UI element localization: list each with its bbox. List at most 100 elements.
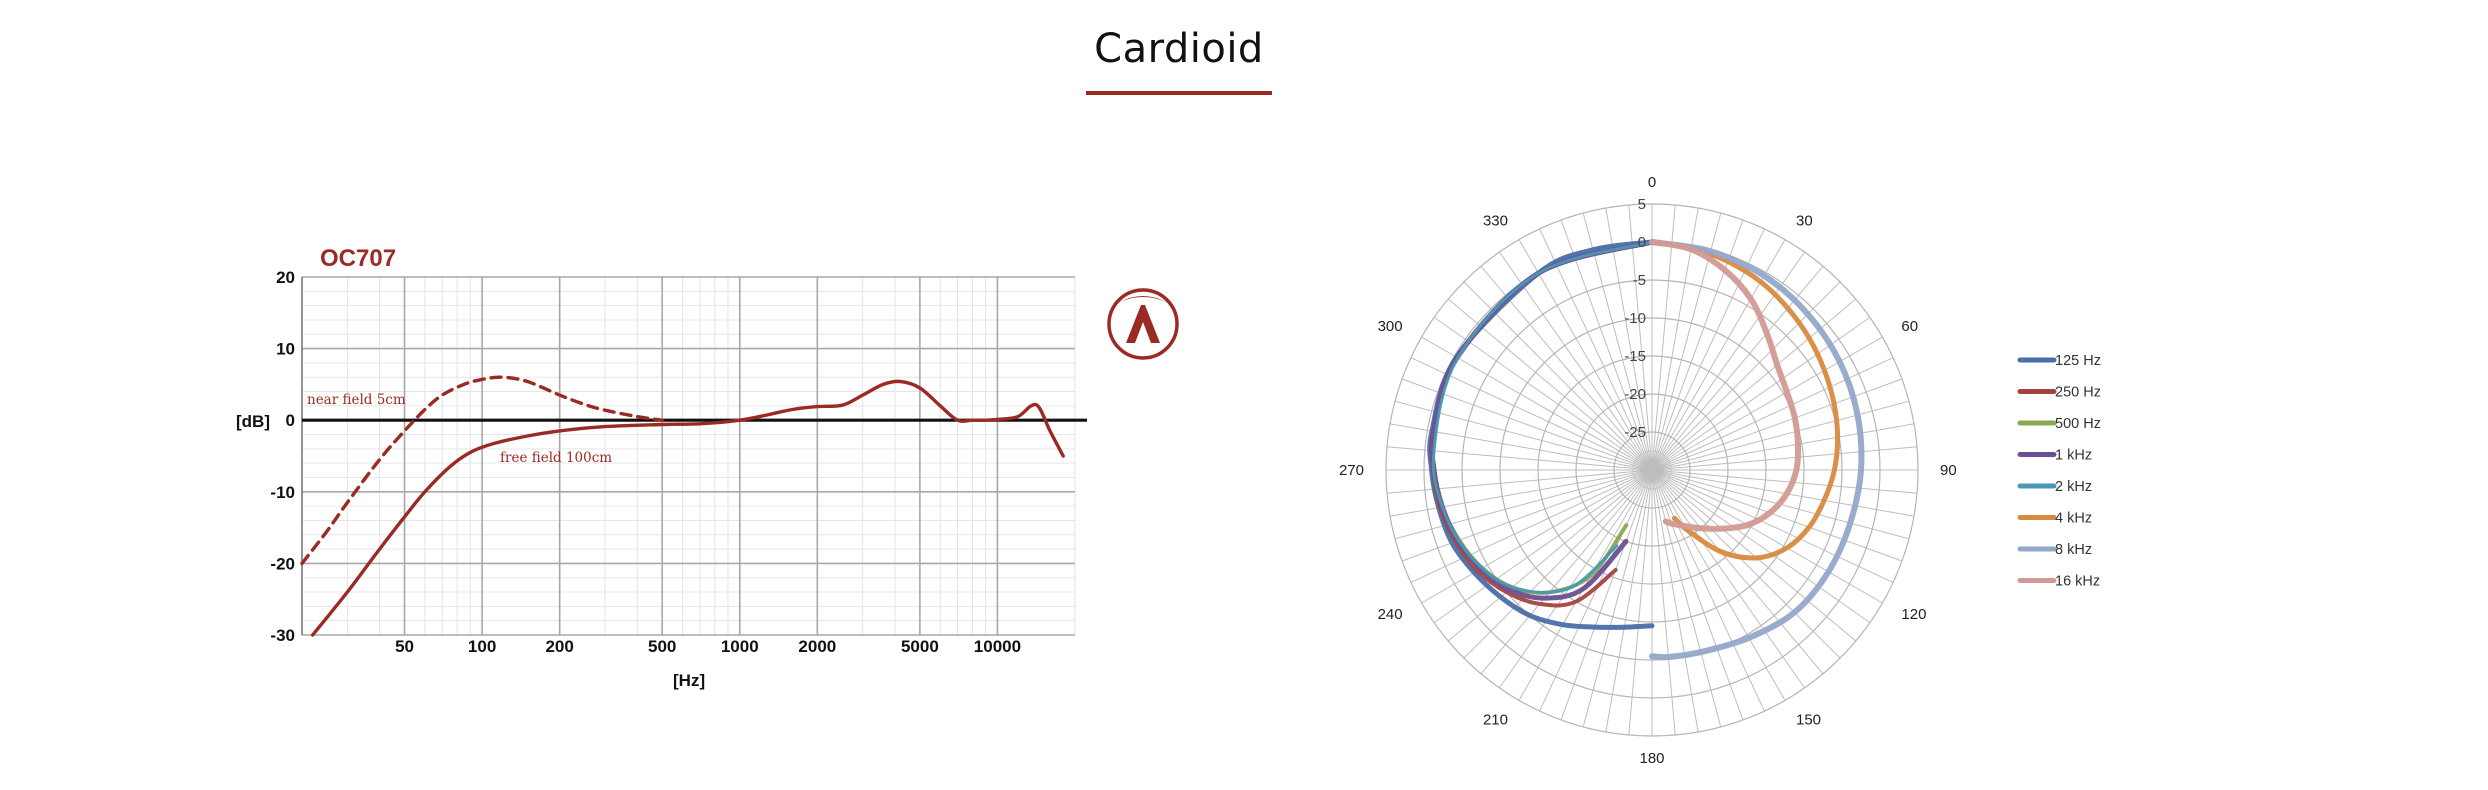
legend-entry: 250 Hz (2055, 385, 2101, 401)
polar-spoke (1651, 469, 1883, 604)
angle-tick-label: 150 (1796, 711, 1821, 728)
polar-pattern-chart: 50-5-10-15-20-25030609012015018021024027… (1339, 174, 2101, 767)
angle-tick-label: 60 (1901, 318, 1918, 335)
chart-title: OC707 (320, 245, 396, 272)
angle-tick-label: 180 (1639, 750, 1664, 767)
radial-tick-label: -5 (1633, 272, 1646, 289)
legend-entry: 1 kHz (2055, 448, 2092, 464)
polar-spoke (1463, 469, 1653, 659)
polar-spoke (1480, 469, 1653, 675)
polar-spoke (1651, 469, 1903, 562)
angle-tick-label: 300 (1378, 318, 1403, 335)
page-title: Cardioid (1094, 26, 1264, 72)
x-tick-label: 100 (468, 637, 496, 656)
radial-tick-label: -20 (1624, 386, 1646, 403)
polar-curve-125-hz (1427, 239, 1655, 630)
polar-spoke (1518, 239, 1653, 471)
polar-spoke (1394, 469, 1653, 540)
x-tick-label: 50 (395, 637, 414, 656)
polar-spoke (1498, 469, 1653, 689)
polar-spoke (1651, 423, 1915, 471)
polar-ring (1499, 317, 1805, 623)
legend-entry: 16 kHz (2055, 574, 2100, 590)
annotation-near-field: near field 5cm (307, 392, 406, 408)
polar-spoke (1539, 228, 1653, 471)
polar-curves (1427, 239, 1865, 661)
polar-spoke (1582, 469, 1653, 728)
polar-spoke (1651, 400, 1910, 471)
polar-spoke (1651, 469, 1841, 659)
brand-logo-icon (1107, 288, 1179, 360)
polar-spoke (1651, 469, 1786, 701)
polar-spoke (1539, 469, 1653, 712)
y-tick-label: 10 (276, 340, 295, 359)
radial-tick-label: -15 (1624, 348, 1646, 365)
legend-entry: 500 Hz (2055, 416, 2101, 432)
x-tick-label: 2000 (798, 637, 836, 656)
polar-spoke (1651, 469, 1699, 733)
polar-ring (1632, 450, 1672, 490)
y-tick-label: -10 (270, 483, 295, 502)
angle-tick-label: 240 (1378, 606, 1403, 623)
polar-spoke (1651, 469, 1871, 624)
polar-spoke (1386, 446, 1653, 471)
free-field-curve (311, 379, 1065, 637)
legend-entry: 125 Hz (2055, 353, 2101, 369)
polar-ring (1537, 355, 1767, 585)
polar-spoke (1651, 446, 1918, 471)
polar-spoke (1651, 469, 1857, 642)
title-underline (1086, 91, 1272, 95)
polar-spoke (1410, 357, 1653, 471)
x-tick-label: 500 (648, 637, 676, 656)
polar-spoke (1651, 469, 1806, 689)
polar-spoke (1651, 378, 1903, 471)
polar-spoke (1651, 357, 1894, 471)
polar-spoke (1421, 469, 1653, 604)
polar-tick-labels: 50-5-10-15-20-25030609012015018021024027… (1339, 174, 1957, 767)
angle-tick-label: 210 (1483, 711, 1508, 728)
radial-tick-label: -10 (1624, 310, 1646, 327)
legend-entry: 8 kHz (2055, 542, 2092, 558)
polar-spoke (1389, 469, 1653, 517)
polar-spoke (1651, 469, 1744, 721)
polar-spoke (1651, 316, 1871, 471)
polar-curve-4-khz (1649, 239, 1841, 561)
y-tick-label: 20 (276, 268, 295, 287)
polar-spoke (1447, 469, 1653, 642)
polar-spoke (1433, 469, 1653, 624)
polar-spoke (1605, 469, 1653, 733)
polar-spoke (1651, 469, 1765, 712)
polar-curve-16-khz (1649, 239, 1802, 532)
polar-legend: 125 Hz 250 Hz 500 Hz 1 kHz 2 kHz 4 kHz 8 kHz 16… (2017, 353, 2101, 590)
polar-spoke (1651, 336, 1883, 471)
polar-spoke (1386, 469, 1653, 494)
polar-spoke (1498, 251, 1653, 471)
polar-spoke (1651, 204, 1676, 471)
frequency-grid (301, 276, 1087, 636)
angle-tick-label: 30 (1796, 213, 1813, 230)
polar-spoke (1628, 204, 1653, 471)
legend-entry: 2 kHz (2055, 479, 2092, 495)
polar-spoke (1560, 219, 1653, 471)
radial-tick-label: -25 (1624, 424, 1646, 441)
polar-curve-500-hz (1430, 240, 1654, 595)
radial-tick-label: 0 (1638, 234, 1646, 251)
polar-spoke (1410, 469, 1653, 583)
polar-spoke (1651, 469, 1676, 736)
y-tick-label: -30 (270, 626, 295, 645)
annotation-free-field: free field 100cm (500, 450, 612, 466)
radial-tick-label: 5 (1638, 196, 1646, 213)
polar-ring (1613, 431, 1691, 509)
polar-spoke (1651, 469, 1824, 675)
polar-ring (1575, 393, 1729, 547)
polar-ring (1385, 203, 1919, 737)
polar-spoke (1560, 469, 1653, 721)
angle-tick-label: 270 (1339, 462, 1364, 479)
angle-tick-label: 330 (1483, 213, 1508, 230)
polar-spoke (1401, 469, 1653, 562)
angle-tick-label: 90 (1940, 462, 1957, 479)
polar-spoke (1651, 469, 1894, 583)
polar-curve-8-khz (1649, 239, 1865, 661)
